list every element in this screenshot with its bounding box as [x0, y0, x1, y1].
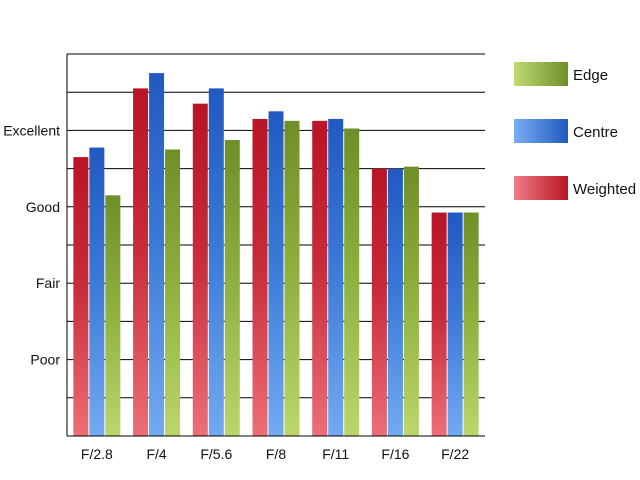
x-tick-label: F/22: [441, 446, 469, 462]
x-tick-label: F/5.6: [200, 446, 232, 462]
bars: [73, 73, 479, 437]
bar-centre-f-4: [149, 73, 165, 436]
bar-centre-f-5-6: [208, 88, 224, 436]
x-axis-labels: F/2.8 F/4 F/5.6 F/8 F/11 F/16 F/22: [81, 446, 469, 462]
bar-edge-f-4: [165, 149, 181, 436]
legend-label-weighted: Weighted: [573, 181, 636, 198]
bar-edge-f-16: [403, 166, 419, 436]
y-tick-label: Good: [26, 199, 60, 215]
legend: Edge Centre Weighted: [514, 62, 636, 200]
y-tick-label: Poor: [30, 352, 60, 368]
legend-swatch-edge: [514, 62, 568, 86]
axes: [66, 54, 485, 437]
x-tick-label: F/2.8: [81, 446, 113, 462]
bar-centre-f-8: [268, 111, 284, 437]
y-tick-label: Fair: [36, 275, 60, 291]
legend-label-edge: Edge: [573, 67, 608, 84]
bar-weighted-f-2-8: [73, 157, 89, 436]
bar-weighted-f-5-6: [192, 103, 208, 436]
x-tick-label: F/11: [322, 446, 349, 462]
bar-edge-f-8: [284, 120, 300, 436]
x-tick-label: F/4: [146, 446, 166, 462]
x-tick-label: F/16: [381, 446, 409, 462]
bar-edge-f-11: [344, 128, 360, 437]
y-tick-label: Excellent: [3, 122, 60, 138]
x-tick-label: F/8: [266, 446, 286, 462]
bar-edge-f-5-6: [224, 139, 240, 436]
legend-label-centre: Centre: [573, 124, 618, 141]
legend-swatch-centre: [514, 119, 568, 143]
legend-swatch-weighted: [514, 176, 568, 200]
bar-centre-f-22: [447, 212, 463, 436]
bar-weighted-f-22: [431, 212, 447, 436]
bar-centre-f-16: [387, 168, 403, 436]
bar-weighted-f-16: [371, 168, 387, 436]
bar-edge-f-22: [463, 212, 479, 436]
bar-weighted-f-11: [312, 120, 328, 436]
bar-weighted-f-8: [252, 118, 268, 436]
bar-weighted-f-4: [133, 88, 149, 436]
bar-edge-f-2-8: [105, 195, 121, 436]
bar-centre-f-11: [328, 118, 344, 436]
y-axis-labels: Poor Fair Good Excellent: [3, 122, 60, 367]
bar-centre-f-2-8: [89, 147, 105, 436]
